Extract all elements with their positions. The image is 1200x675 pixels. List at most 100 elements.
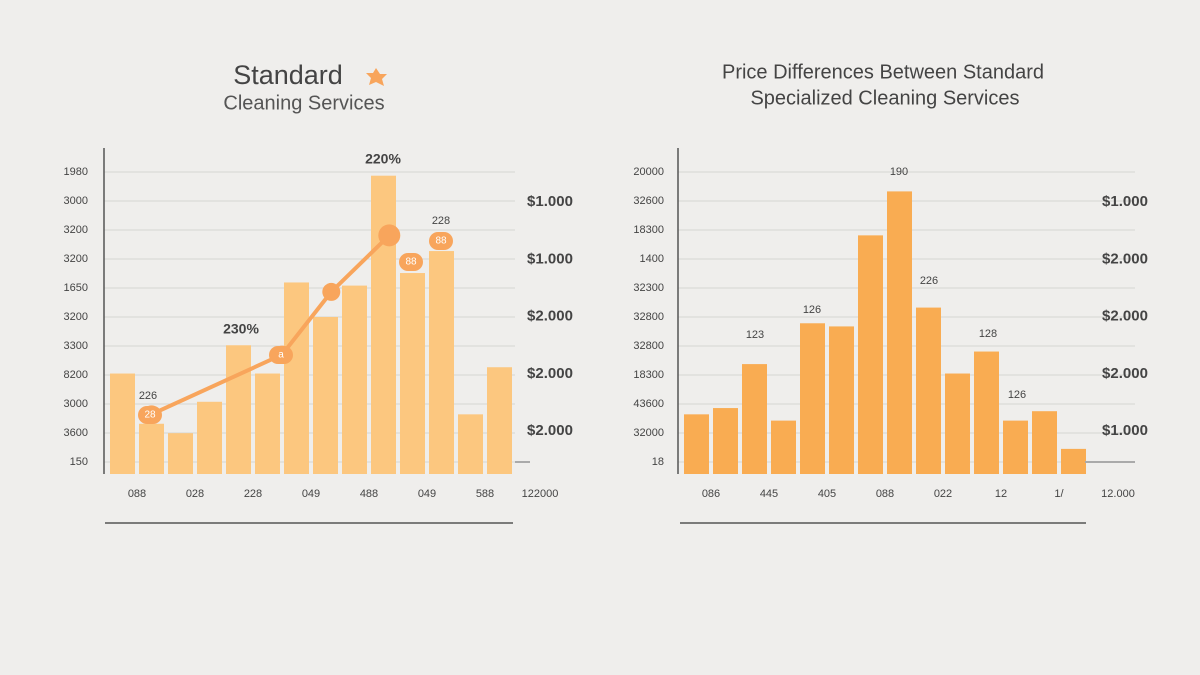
- star-icon: [366, 68, 387, 86]
- bar: [1032, 411, 1057, 474]
- y-axis-label: 3000: [64, 398, 88, 410]
- y2-axis-label: $2.000: [1102, 365, 1148, 382]
- bar: [742, 364, 767, 474]
- y2-axis-label: $2.000: [527, 365, 573, 382]
- bar: [255, 373, 280, 474]
- chart-title: Price Differences Between Standard: [722, 61, 1044, 83]
- y-axis-label: 32300: [633, 282, 664, 294]
- bar: [858, 235, 883, 474]
- bar: [945, 373, 970, 474]
- x-tick-label: 12: [995, 488, 1007, 500]
- badge: [269, 346, 293, 364]
- line-point: [322, 282, 341, 301]
- y-axis-label: 43600: [633, 398, 664, 410]
- annotation: 230%: [223, 321, 259, 337]
- y2-axis-label: $2.000: [1102, 308, 1148, 325]
- y-axis-label: 32000: [633, 427, 664, 439]
- bar: [916, 307, 941, 474]
- y-axis-label: 32800: [633, 311, 664, 323]
- badge: [429, 232, 453, 250]
- y2-axis-label: $1.000: [527, 193, 573, 210]
- bar: [713, 408, 738, 474]
- bar: [974, 351, 999, 474]
- x-tick-label: 1/: [1054, 488, 1064, 500]
- y-axis-label: 3200: [64, 311, 88, 323]
- y-axis-label: 32600: [633, 195, 664, 207]
- bar: [458, 414, 483, 474]
- x-tick-label: 488: [360, 488, 378, 500]
- y-axis-label: 3000: [64, 195, 88, 207]
- y-axis-label: 3200: [64, 224, 88, 236]
- y-axis-label: 8200: [64, 369, 88, 381]
- chart-subtitle: Cleaning Services: [223, 92, 384, 114]
- bar: [800, 323, 825, 474]
- line-point: [378, 224, 401, 247]
- x-tick-label: 086: [702, 488, 720, 500]
- x-tick-label: 228: [244, 488, 262, 500]
- annotation: 88: [405, 257, 417, 268]
- bar: [313, 317, 338, 474]
- x-axis-end-label: 122000: [522, 488, 559, 500]
- bar: [829, 326, 854, 474]
- annotation: 226: [139, 390, 157, 402]
- bar: [771, 420, 796, 474]
- bar: [342, 285, 367, 474]
- annotation: 123: [746, 329, 764, 341]
- y2-axis-label: $2.000: [527, 308, 573, 325]
- y-axis-label: 32800: [633, 340, 664, 352]
- x-tick-label: 022: [934, 488, 952, 500]
- y2-axis-label: $2.000: [1102, 250, 1148, 267]
- bar: [168, 433, 193, 474]
- x-tick-label: 445: [760, 488, 778, 500]
- y-axis-label: 20000: [633, 166, 664, 178]
- y-axis-label: 3300: [64, 340, 88, 352]
- annotation: 220%: [365, 151, 401, 167]
- annotation: 126: [1008, 389, 1026, 401]
- bar: [139, 423, 164, 474]
- x-tick-label: 588: [476, 488, 494, 500]
- y-axis-label: 1400: [640, 253, 664, 265]
- x-tick-label: 049: [418, 488, 436, 500]
- bar: [197, 401, 222, 474]
- annotation: 228: [432, 215, 450, 227]
- annotation: 226: [920, 275, 938, 287]
- x-tick-label: 088: [876, 488, 894, 500]
- y-axis-label: 18: [652, 456, 664, 468]
- trend-line: [149, 233, 392, 417]
- y2-axis-label: $1.000: [1102, 193, 1148, 210]
- annotation: a: [278, 350, 284, 361]
- badge: [399, 253, 423, 271]
- chart-title: Standard: [233, 60, 343, 90]
- badge: [138, 406, 162, 424]
- bar: [226, 345, 251, 474]
- y-axis-label: 3200: [64, 253, 88, 265]
- annotation: 128: [979, 328, 997, 340]
- bar: [1061, 448, 1086, 474]
- y2-axis-label: $1.000: [1102, 422, 1148, 439]
- bar: [284, 282, 309, 474]
- x-tick-label: 088: [128, 488, 146, 500]
- bar: [887, 191, 912, 474]
- bar: [110, 373, 135, 474]
- annotation: 126: [803, 304, 821, 316]
- x-tick-label: 405: [818, 488, 836, 500]
- y2-axis-label: $2.000: [527, 422, 573, 439]
- annotation: 88: [435, 236, 447, 247]
- chart-subtitle: Specialized Cleaning Services: [750, 87, 1019, 109]
- bar: [400, 273, 425, 474]
- y2-axis-label: $1.000: [527, 250, 573, 267]
- bar: [429, 251, 454, 474]
- y-axis-label: 1980: [64, 166, 88, 178]
- x-tick-label: 028: [186, 488, 204, 500]
- y-axis-label: 1650: [64, 282, 88, 294]
- x-axis-end-label: 12.000: [1101, 488, 1135, 500]
- x-tick-label: 049: [302, 488, 320, 500]
- y-axis-label: 18300: [633, 224, 664, 236]
- bar: [684, 414, 709, 474]
- annotation: 28: [144, 410, 156, 421]
- y-axis-label: 18300: [633, 369, 664, 381]
- bar: [1003, 420, 1028, 474]
- annotation: 190: [890, 166, 908, 178]
- bar: [371, 175, 396, 474]
